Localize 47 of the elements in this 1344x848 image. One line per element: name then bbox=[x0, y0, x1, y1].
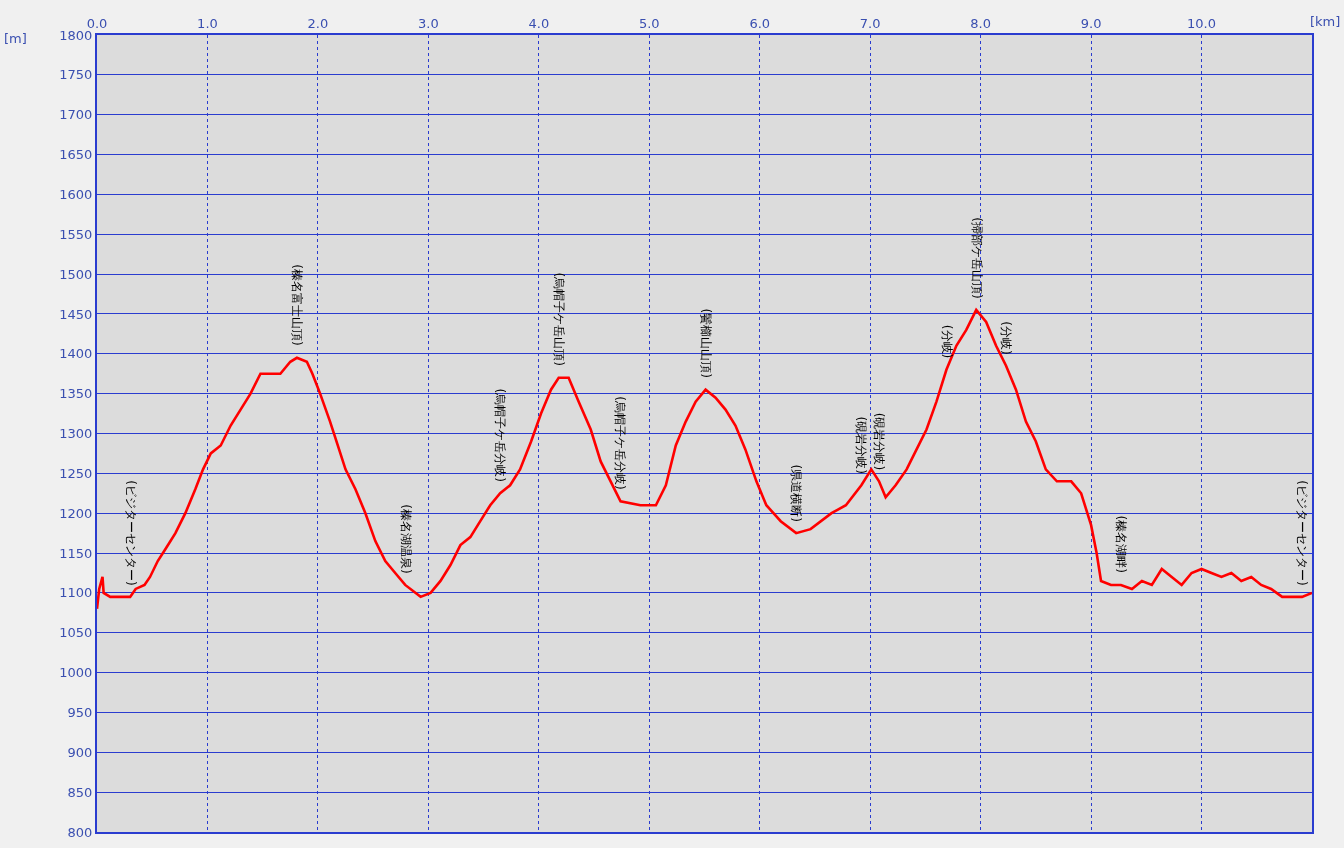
y-tick-label: 1500 bbox=[59, 266, 93, 282]
annotation: (ビジターセンター) bbox=[1295, 480, 1310, 586]
y-tick-label: 1200 bbox=[59, 505, 93, 521]
y-tick-label: 1000 bbox=[59, 665, 93, 681]
y-tick-label: 1650 bbox=[59, 147, 93, 163]
annotation: (榛名湖畔) bbox=[1114, 515, 1129, 573]
y-tick-label: 900 bbox=[67, 744, 93, 760]
annotation: (掃部ケ岳山頂) bbox=[969, 217, 984, 299]
x-tick-label: 10.0 bbox=[1187, 15, 1217, 31]
y-tick-label: 1700 bbox=[59, 107, 93, 123]
y-tick-label: 1400 bbox=[59, 346, 93, 362]
y-tick-label: 1100 bbox=[59, 585, 93, 601]
annotation: (鬢櫛山山頂) bbox=[698, 308, 713, 378]
annotation: (硯岩分岐) bbox=[854, 416, 869, 474]
y-tick-label: 1350 bbox=[59, 386, 93, 402]
x-tick-label: 9.0 bbox=[1080, 15, 1102, 31]
y-tick-label: 1150 bbox=[59, 545, 93, 561]
y-tick-label: 850 bbox=[67, 784, 93, 800]
annotation: (烏帽子ケ岳山頂) bbox=[551, 272, 566, 366]
y-tick-label: 1750 bbox=[59, 67, 93, 83]
x-tick-label: 3.0 bbox=[418, 15, 439, 31]
y-axis-title: [m] bbox=[4, 31, 27, 46]
annotation: (烏帽子ケ岳分岐) bbox=[492, 388, 507, 482]
annotation: (烏帽子ケ岳分岐) bbox=[613, 396, 628, 490]
y-tick-label: 1300 bbox=[59, 426, 93, 442]
y-tick-label: 1050 bbox=[59, 625, 93, 641]
x-tick-label: 7.0 bbox=[859, 15, 881, 31]
annotation: (榛名富士山頂) bbox=[290, 264, 305, 346]
y-tick-label: 1250 bbox=[59, 465, 93, 481]
annotation: (ビジターセンター) bbox=[123, 480, 138, 586]
y-tick-label: 1550 bbox=[59, 226, 93, 242]
y-tick-label: 800 bbox=[67, 824, 93, 840]
x-tick-label: 4.0 bbox=[528, 15, 550, 31]
x-axis-title: [km] bbox=[1310, 14, 1341, 29]
annotation: (分岐) bbox=[999, 321, 1014, 355]
annotation: (県道横断) bbox=[788, 464, 803, 522]
annotation: (分岐) bbox=[939, 324, 954, 359]
annotation: (榛名湖温泉) bbox=[398, 504, 413, 574]
x-tick-label: 8.0 bbox=[970, 15, 991, 31]
y-tick-label: 1600 bbox=[59, 186, 93, 202]
x-tick-label: 1.0 bbox=[197, 15, 218, 31]
x-tick-label: 6.0 bbox=[749, 15, 771, 31]
annotation: (硯岩分岐) bbox=[871, 412, 886, 471]
x-tick-label: 2.0 bbox=[307, 15, 329, 31]
y-tick-label: 950 bbox=[67, 705, 93, 720]
y-tick-label: 1450 bbox=[59, 306, 93, 322]
x-tick-label: 5.0 bbox=[638, 15, 660, 31]
